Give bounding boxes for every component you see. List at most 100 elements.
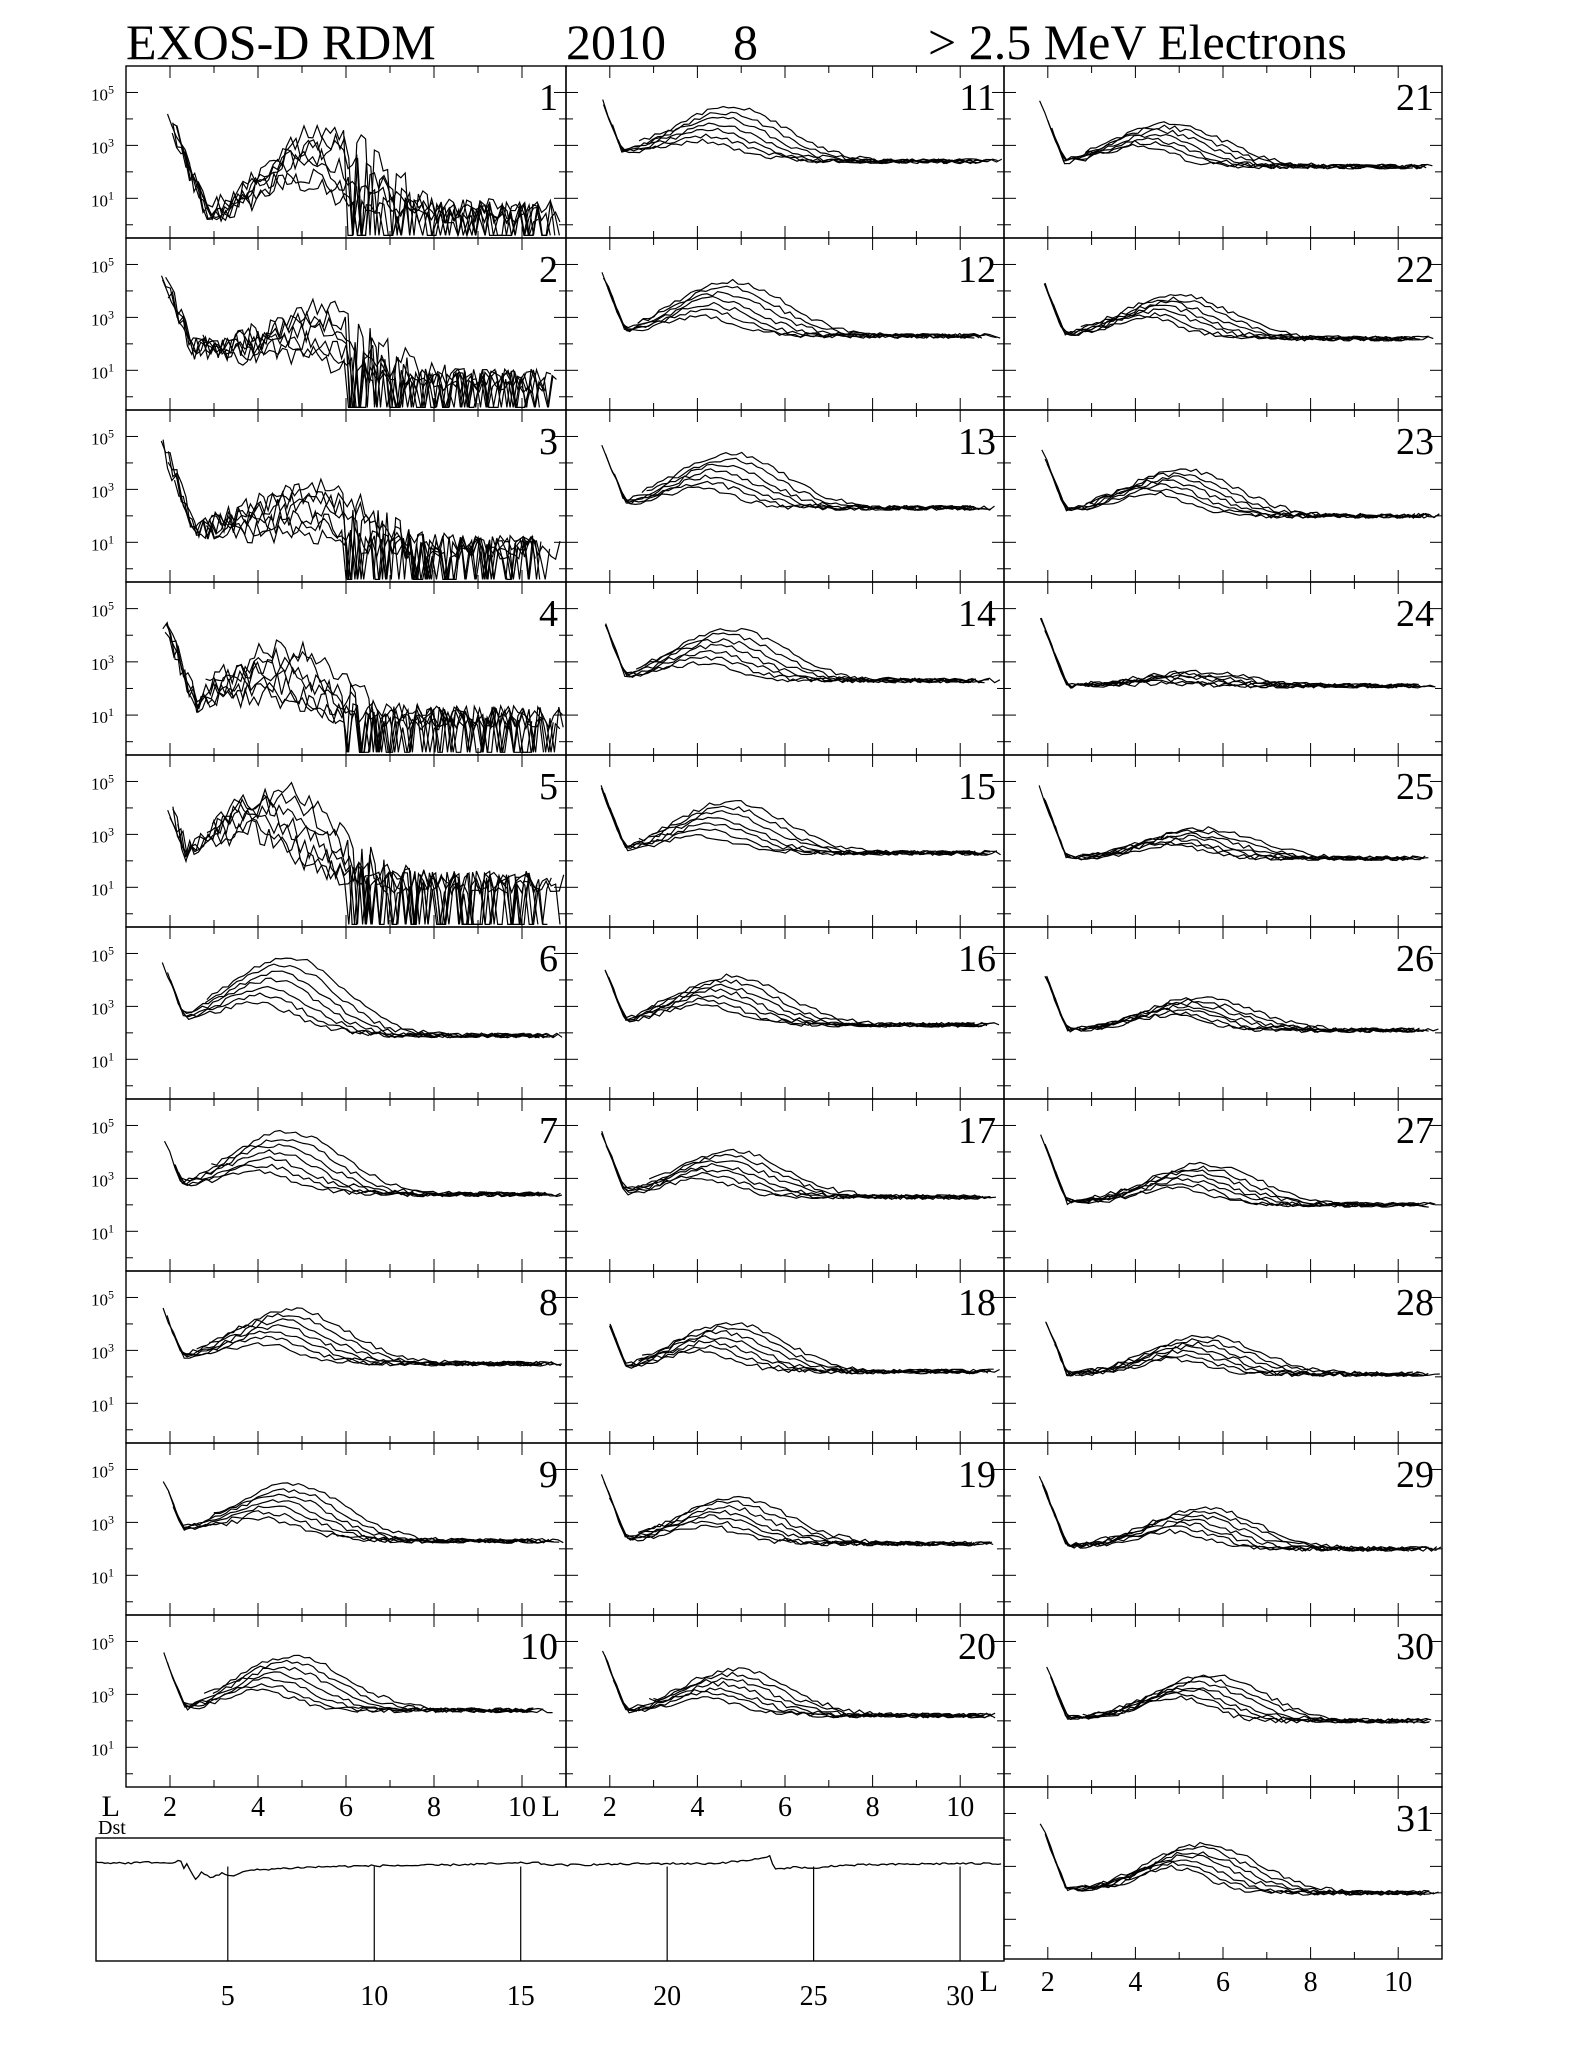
y-tick-base: 10 [91,138,108,157]
panel-day-label: 23 [1396,421,1434,463]
y-tick-label: 103 [91,307,114,329]
panel-day-18: 18 [565,1270,1005,1444]
panel-day-label: 4 [539,593,558,635]
panel-frame [1003,754,1443,928]
panel-day-label: 3 [539,421,558,463]
y-tick-base: 10 [91,1224,108,1243]
series-line [648,1148,976,1200]
y-tick-exponent: 3 [108,996,114,1010]
y-tick-base: 10 [91,827,108,846]
y-tick-base: 10 [91,1118,108,1137]
panel-day-4: 4 [125,581,567,756]
series-line [1054,1169,1419,1208]
y-tick-base: 10 [91,1740,108,1759]
series-line [1085,124,1428,170]
y-tick-exponent: 1 [108,532,114,546]
y-tick-exponent: 5 [108,254,114,268]
series-line [638,1500,991,1547]
axis-labels-layer: 1051031011051031011051031011051031011051… [91,82,1412,1998]
y-tick-exponent: 1 [108,1737,114,1751]
x-tick-label: 8 [427,1792,441,1823]
panel-frame [1003,581,1443,756]
series-line [1084,1841,1427,1896]
dst-frame [95,1837,1005,1962]
dst-x-tick-label: 20 [653,1981,681,2012]
panel-day-label: 1 [539,77,558,119]
series-line [1086,1338,1419,1377]
x-axis-label: L [542,1790,560,1823]
y-tick-exponent: 1 [108,1049,114,1063]
y-tick-label: 105 [91,771,114,793]
panel-day-30: 30 [1003,1614,1443,1788]
series-line [637,278,986,339]
panels-layer: 1234567891011121314151617181920212223242… [125,65,1443,1960]
y-tick-label: 101 [91,1393,114,1415]
panel-frame [125,926,567,1100]
series-line [1043,283,1408,342]
panel-frame [565,1270,1005,1444]
series-line [176,1163,547,1198]
dst-x-tick-label: 15 [507,1981,535,2012]
y-tick-base: 10 [91,655,108,674]
y-tick-base: 10 [91,535,108,554]
y-tick-base: 10 [91,946,108,965]
x-tick-label: 10 [1384,1967,1412,1998]
series-line [604,970,974,1028]
panel-day-31: 31 [1003,1786,1443,1960]
dst-x-tick-label: 5 [221,1981,235,2012]
panel-frame [1003,1098,1443,1272]
panel-day-29: 29 [1003,1442,1443,1616]
panel-day-20: 20 [565,1614,1005,1788]
y-tick-exponent: 3 [108,307,114,321]
series-line [648,1667,991,1718]
series-line [172,806,552,925]
series-line [1044,630,1434,689]
series-line [601,1131,997,1200]
panel-frame [565,1442,1005,1616]
series-line [605,283,975,339]
series-line [177,1666,533,1714]
y-tick-base: 10 [91,482,108,501]
series-line [604,1655,984,1719]
series-line [1044,458,1440,519]
panel-day-label: 17 [958,1110,996,1152]
y-tick-exponent: 3 [108,1340,114,1354]
y-tick-exponent: 5 [108,943,114,957]
series-line [604,969,989,1028]
series-line [1076,1334,1429,1377]
panel-day-11: 11 [565,65,1005,239]
x-tick-label: 4 [251,1792,265,1823]
x-tick-label: 2 [1041,1967,1055,1998]
series-line [167,290,552,408]
y-tick-exponent: 5 [108,1115,114,1129]
y-tick-label: 105 [91,1115,114,1137]
series-line [1054,1685,1418,1724]
x-tick-label: 8 [1304,1967,1318,1998]
y-tick-label: 103 [91,824,114,846]
series-line [1044,282,1429,342]
y-tick-exponent: 1 [108,360,114,374]
panel-day-label: 13 [958,421,996,463]
y-tick-label: 101 [91,1221,114,1243]
series-line [167,809,565,925]
panel-day-label: 30 [1396,1626,1434,1668]
series-line [1038,785,1408,862]
y-tick-label: 101 [91,877,114,899]
panel-day-1: 1 [125,65,567,239]
y-tick-exponent: 5 [108,1631,114,1645]
panel-day-23: 23 [1003,409,1443,583]
series-line [1044,1833,1414,1896]
series-line [173,1676,544,1714]
y-tick-base: 10 [91,1343,108,1362]
panel-day-17: 17 [565,1098,1005,1272]
panel-day-label: 31 [1396,1798,1434,1840]
series-line [164,631,545,753]
series-line [602,791,998,856]
series-line [608,1325,989,1375]
series-line [162,1307,539,1367]
panel-day-24: 24 [1003,581,1443,756]
panel-day-label: 9 [539,1454,558,1496]
dst-x-tick-label: 30 [946,1981,974,2012]
series-line [173,1149,550,1197]
y-tick-exponent: 3 [108,479,114,493]
